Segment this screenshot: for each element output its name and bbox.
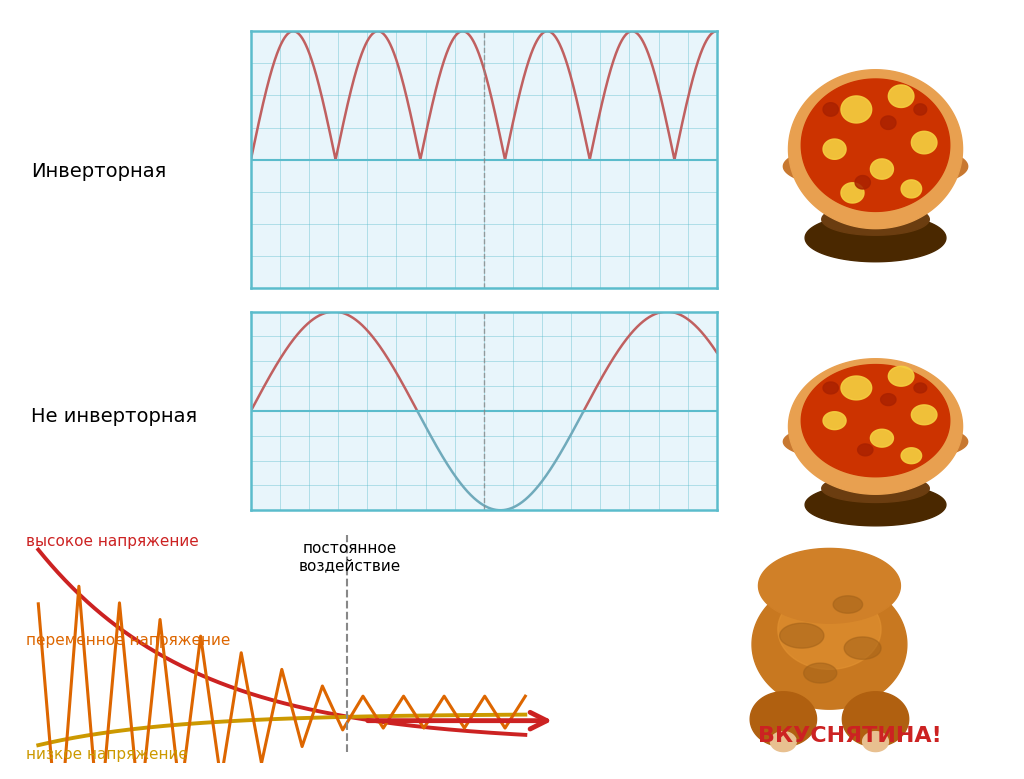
Polygon shape xyxy=(802,365,950,477)
Polygon shape xyxy=(841,96,871,123)
Text: постоянное
воздействие: постоянное воздействие xyxy=(299,541,401,573)
Polygon shape xyxy=(889,366,913,386)
Polygon shape xyxy=(834,596,862,613)
Polygon shape xyxy=(901,448,922,464)
Polygon shape xyxy=(788,70,963,228)
Polygon shape xyxy=(778,590,881,669)
Polygon shape xyxy=(823,382,839,394)
Polygon shape xyxy=(823,412,846,429)
FancyArrowPatch shape xyxy=(368,712,547,729)
Text: высокое напряжение: высокое напряжение xyxy=(27,534,200,548)
Polygon shape xyxy=(911,132,937,153)
Polygon shape xyxy=(914,104,927,115)
Text: ВКУСНЯТИНА!: ВКУСНЯТИНА! xyxy=(758,726,942,746)
Polygon shape xyxy=(783,421,968,463)
Polygon shape xyxy=(805,214,946,262)
Polygon shape xyxy=(752,580,907,709)
Polygon shape xyxy=(841,183,864,203)
Text: Не инверторная: Не инверторная xyxy=(31,407,197,426)
Polygon shape xyxy=(901,180,922,198)
Text: переменное напряжение: переменное напряжение xyxy=(27,633,230,648)
Polygon shape xyxy=(822,203,930,235)
Polygon shape xyxy=(844,637,881,659)
Polygon shape xyxy=(805,484,946,526)
Polygon shape xyxy=(770,731,797,752)
Text: низкое напряжение: низкое напряжение xyxy=(27,747,188,763)
Polygon shape xyxy=(802,79,950,211)
Polygon shape xyxy=(843,692,908,746)
Polygon shape xyxy=(911,405,937,425)
Polygon shape xyxy=(855,175,870,189)
Polygon shape xyxy=(881,393,896,406)
Polygon shape xyxy=(881,116,896,129)
Polygon shape xyxy=(862,731,889,752)
Polygon shape xyxy=(783,143,968,190)
Polygon shape xyxy=(759,548,900,623)
Polygon shape xyxy=(822,474,930,502)
Polygon shape xyxy=(779,623,824,648)
Polygon shape xyxy=(870,159,893,179)
Polygon shape xyxy=(804,663,837,683)
Polygon shape xyxy=(889,85,913,108)
Text: Инверторная: Инверторная xyxy=(31,162,166,181)
Polygon shape xyxy=(870,429,893,447)
Polygon shape xyxy=(823,103,839,116)
Polygon shape xyxy=(914,383,927,393)
Polygon shape xyxy=(788,359,963,494)
Polygon shape xyxy=(823,139,846,160)
Polygon shape xyxy=(841,376,871,400)
Polygon shape xyxy=(751,692,816,746)
Polygon shape xyxy=(858,444,872,456)
